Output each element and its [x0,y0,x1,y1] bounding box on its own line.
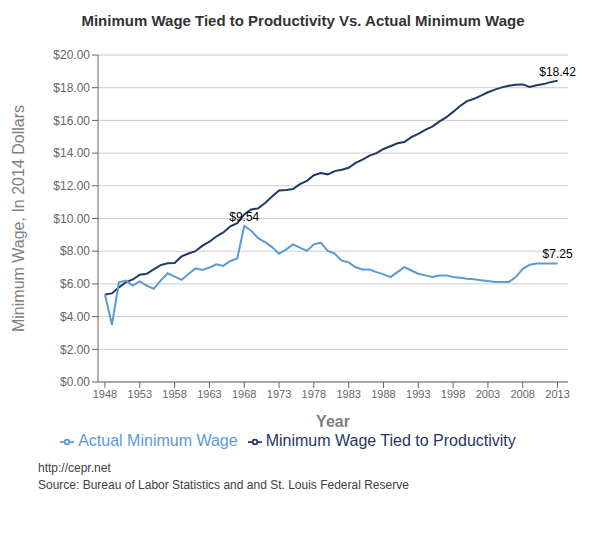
svg-text:Minimum Wage, In 2014 Dollars: Minimum Wage, In 2014 Dollars [10,105,27,332]
svg-text:2013: 2013 [545,388,569,400]
svg-text:1978: 1978 [302,388,326,400]
svg-text:1973: 1973 [267,388,291,400]
svg-text:1963: 1963 [197,388,221,400]
html-text:Minimum Wage Tied to Productiv: Minimum Wage Tied to Productivity Vs. Ac… [81,12,525,29]
svg-text:$18.00: $18.00 [53,81,90,95]
svg-text:$8.00: $8.00 [60,244,90,258]
svg-text:$16.00: $16.00 [53,114,90,128]
svg-text:$7.25: $7.25 [543,247,573,261]
svg-text:$4.00: $4.00 [60,310,90,324]
html-text:Minimum Wage Tied to Productiv: Minimum Wage Tied to Productivity [265,432,516,449]
svg-text:2008: 2008 [510,388,534,400]
svg-text:1958: 1958 [162,388,186,400]
svg-text:1968: 1968 [232,388,256,400]
svg-text:1953: 1953 [128,388,152,400]
svg-text:Year: Year [316,413,350,430]
svg-text:$12.00: $12.00 [53,179,90,193]
svg-text:1948: 1948 [93,388,117,400]
svg-text:2003: 2003 [476,388,500,400]
svg-text:1998: 1998 [441,388,465,400]
svg-text:1988: 1988 [371,388,395,400]
html-text:Source: Bureau of Labor Statis: Source: Bureau of Labor Statistics and a… [38,478,409,492]
svg-text:$18.42: $18.42 [539,65,576,79]
svg-text:1993: 1993 [406,388,430,400]
svg-text:$14.00: $14.00 [53,146,90,160]
svg-text:$0.00: $0.00 [60,375,90,389]
html-text:http://cepr.net: http://cepr.net [38,461,111,475]
svg-text:$2.00: $2.00 [60,343,90,357]
svg-text:$20.00: $20.00 [53,48,90,62]
svg-text:$10.00: $10.00 [53,212,90,226]
svg-text:$6.00: $6.00 [60,277,90,291]
svg-text:1983: 1983 [336,388,360,400]
svg-text:$9.54: $9.54 [229,210,259,224]
html-text:Actual Minimum Wage: Actual Minimum Wage [78,432,238,449]
